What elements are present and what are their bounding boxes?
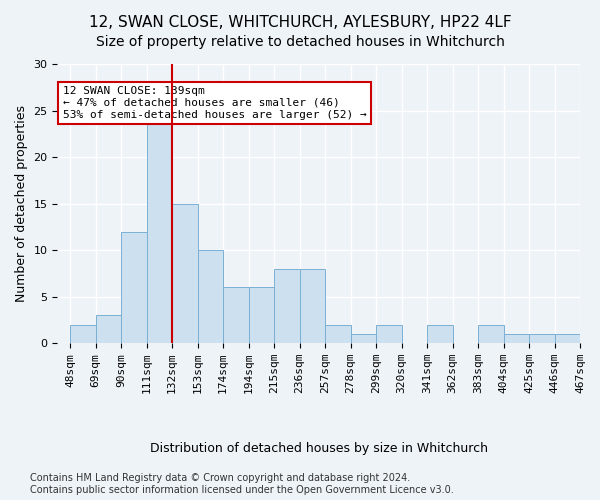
Bar [427,324,452,343]
Bar [529,334,554,343]
Text: Contains HM Land Registry data © Crown copyright and database right 2024.
Contai: Contains HM Land Registry data © Crown c… [30,474,454,495]
Bar [172,204,197,343]
Bar [223,288,248,343]
Bar [121,232,146,343]
X-axis label: Distribution of detached houses by size in Whitchurch: Distribution of detached houses by size … [150,442,488,455]
Bar [478,324,503,343]
Bar [299,268,325,343]
Bar [503,334,529,343]
Y-axis label: Number of detached properties: Number of detached properties [15,105,28,302]
Bar [95,316,121,343]
Text: 12 SWAN CLOSE: 139sqm
← 47% of detached houses are smaller (46)
53% of semi-deta: 12 SWAN CLOSE: 139sqm ← 47% of detached … [62,86,367,120]
Text: 12, SWAN CLOSE, WHITCHURCH, AYLESBURY, HP22 4LF: 12, SWAN CLOSE, WHITCHURCH, AYLESBURY, H… [89,15,511,30]
Text: Size of property relative to detached houses in Whitchurch: Size of property relative to detached ho… [95,35,505,49]
Bar [350,334,376,343]
Bar [274,268,299,343]
Bar [325,324,350,343]
Bar [197,250,223,343]
Bar [70,324,95,343]
Bar [376,324,401,343]
Bar [554,334,580,343]
Bar [146,120,172,343]
Bar [248,288,274,343]
